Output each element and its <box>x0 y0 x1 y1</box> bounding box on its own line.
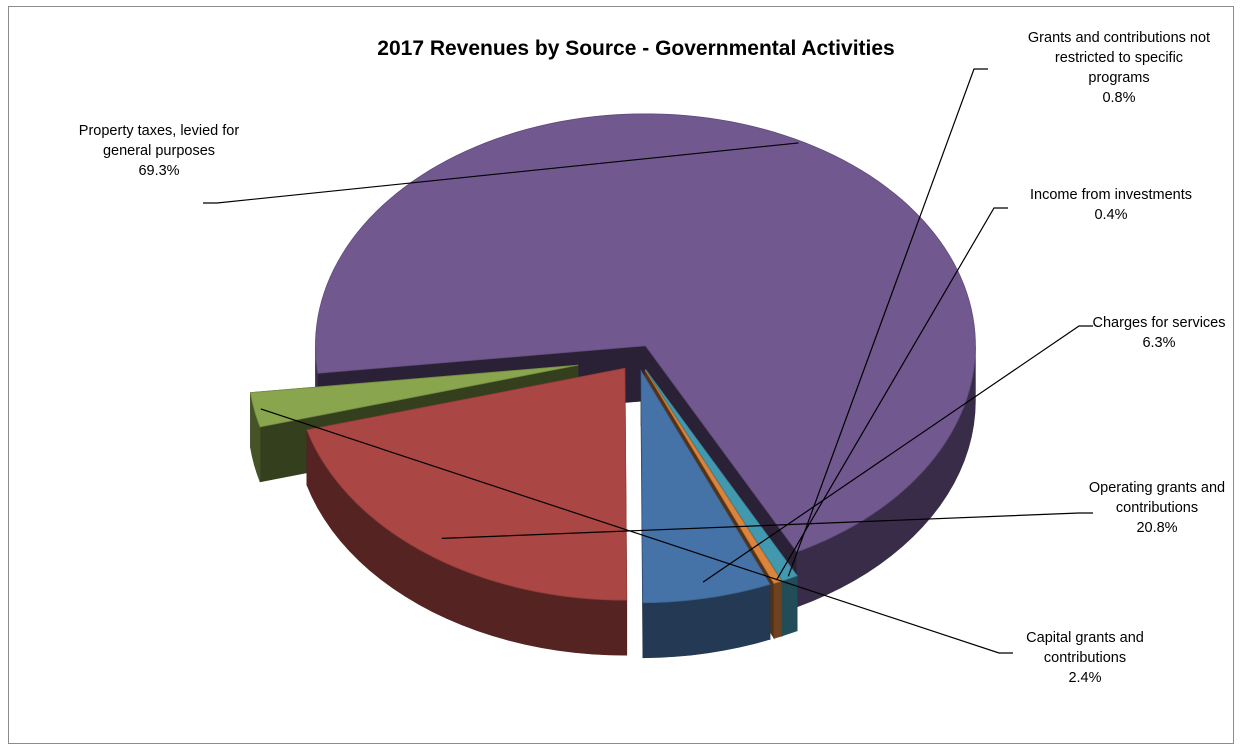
slice-label-6: Income from investments 0.4% <box>775 187 1192 581</box>
slice-percent: 2.4% <box>1068 670 1101 686</box>
slice-top <box>249 364 579 428</box>
slice-name-line: Operating grants and <box>1089 480 1225 496</box>
slice-rim <box>781 575 798 637</box>
label-layer: Charges for services 6.3% Operating grants… <box>79 30 1226 686</box>
leader-line <box>441 512 1093 540</box>
slice-name-line: programs <box>1088 70 1149 86</box>
slice-name-line: restricted to specific <box>1055 50 1183 66</box>
slice-rim <box>773 580 782 639</box>
slice-top <box>306 367 628 601</box>
slice-name-line: general purposes <box>103 143 215 159</box>
slice-label-5: Grants and contributions not restricted t… <box>787 30 1210 577</box>
slice-name-line: Grants and contributions not <box>1028 30 1210 46</box>
slice-label-2: Operating grants and contributions 20.8% <box>441 480 1225 540</box>
leader-line <box>775 207 1008 581</box>
slice-label-3: Capital grants and contributions 2.4% <box>260 408 1144 686</box>
slice-label-4: Property taxes, levied for general purpos… <box>79 123 799 204</box>
pie-layer <box>249 113 976 659</box>
slice-percent: 69.3% <box>138 163 179 179</box>
slice-label-1: Charges for services 6.3% <box>702 315 1226 583</box>
leader-line <box>203 142 799 204</box>
slice-percent: 6.3% <box>1142 335 1175 351</box>
leader-line <box>702 325 1093 583</box>
slice-name-line: contributions <box>1116 500 1198 516</box>
slice-percent: 20.8% <box>1136 520 1177 536</box>
pie-chart: 2017 Revenues by Source - Governmental A… <box>79 30 1226 686</box>
chart-title: 2017 Revenues by Source - Governmental A… <box>377 37 894 60</box>
slice-percent: 0.4% <box>1094 207 1127 223</box>
chart-frame: 2017 Revenues by Source - Governmental A… <box>8 6 1234 744</box>
slice-name-line: contributions <box>1044 650 1126 666</box>
slice-top <box>315 113 976 553</box>
slice-top <box>645 369 798 582</box>
pie-slice-2 <box>306 367 628 656</box>
leader-line <box>260 408 1013 654</box>
slice-percent: 0.8% <box>1102 90 1135 106</box>
slice-name-line: Property taxes, levied for <box>79 123 240 139</box>
slice-name-line: Charges for services <box>1093 315 1226 331</box>
slice-name-line: Income from investments <box>1030 187 1192 203</box>
slice-name-line: Capital grants and <box>1026 630 1144 646</box>
leader-line <box>787 68 988 577</box>
